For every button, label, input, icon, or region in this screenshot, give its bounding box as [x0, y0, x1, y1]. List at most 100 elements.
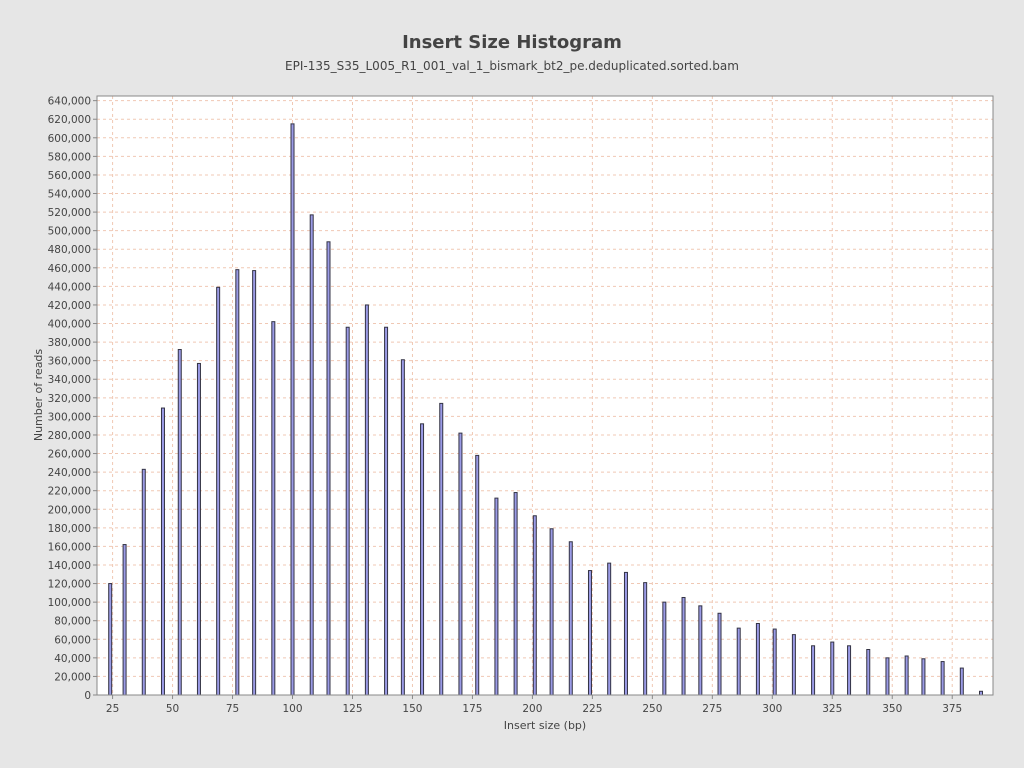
x-tick-label: 125	[342, 703, 362, 715]
y-tick-label: 240,000	[48, 467, 91, 479]
y-tick-label: 580,000	[48, 151, 91, 163]
histogram-bar	[755, 622, 760, 696]
histogram-bar	[345, 326, 350, 696]
histogram-bar	[904, 655, 909, 696]
histogram-bar	[513, 492, 518, 696]
x-tick-label: 150	[402, 703, 422, 715]
histogram-bar	[309, 214, 314, 696]
grid-lines	[97, 96, 993, 696]
y-tick-label: 620,000	[48, 114, 91, 126]
y-tick-label: 80,000	[54, 616, 91, 628]
y-tick-label: 280,000	[48, 430, 91, 442]
histogram-bar	[587, 570, 592, 696]
y-tick-label: 540,000	[48, 189, 91, 201]
histogram-bar	[458, 432, 463, 696]
histogram-bar	[326, 241, 331, 696]
histogram-bar	[122, 544, 127, 696]
x-tick-label: 25	[106, 703, 119, 715]
y-tick-label: 140,000	[48, 560, 91, 572]
y-tick-label: 420,000	[48, 300, 91, 312]
histogram-bar	[885, 657, 890, 696]
histogram-bar	[271, 321, 276, 696]
histogram-bar	[532, 515, 537, 696]
histogram-bar	[420, 423, 425, 696]
y-tick-label: 20,000	[54, 671, 91, 683]
x-tick-label: 375	[942, 703, 962, 715]
y-tick-label: 560,000	[48, 170, 91, 182]
histogram-bar	[830, 641, 835, 696]
y-tick-label: 0	[84, 690, 91, 702]
y-tick-label: 120,000	[48, 579, 91, 591]
y-tick-label: 360,000	[48, 356, 91, 368]
y-tick-label: 60,000	[54, 634, 91, 646]
y-tick-label: 460,000	[48, 263, 91, 275]
histogram-bar	[940, 661, 945, 696]
histogram-bar	[791, 634, 796, 696]
x-axis: 25 50 75 100 125 150 175 200 225 250 275 300 325 350 3…	[106, 695, 962, 715]
x-tick-label: 300	[762, 703, 782, 715]
y-tick-label: 640,000	[48, 96, 91, 108]
plot-area	[97, 96, 993, 695]
y-axis-label: Number of reads	[32, 349, 45, 442]
x-axis-label: Insert size (bp)	[504, 719, 586, 732]
y-axis: 0 20,000 40,000 60,000 80,000 100,000 120,000 1…	[48, 96, 97, 702]
histogram-bar	[643, 582, 648, 696]
x-tick-label: 250	[642, 703, 662, 715]
histogram-bar	[364, 304, 369, 696]
histogram-bar	[662, 601, 667, 696]
x-tick-label: 75	[226, 703, 239, 715]
bars	[108, 123, 984, 696]
y-tick-label: 300,000	[48, 411, 91, 423]
histogram-bar	[141, 468, 146, 696]
histogram-bar	[979, 690, 984, 696]
histogram-bar	[216, 286, 221, 696]
histogram-bar	[921, 658, 926, 696]
histogram-bar	[439, 402, 444, 696]
histogram-bar	[252, 270, 257, 696]
histogram-bar	[811, 645, 816, 696]
histogram-bar	[772, 628, 777, 696]
plot-frame	[96, 95, 994, 696]
histogram-bar	[384, 326, 389, 696]
y-tick-label: 520,000	[48, 207, 91, 219]
histogram-bar	[607, 562, 612, 696]
y-tick-label: 340,000	[48, 374, 91, 386]
y-tick-label: 100,000	[48, 597, 91, 609]
x-tick-label: 275	[702, 703, 722, 715]
y-tick-label: 40,000	[54, 653, 91, 665]
histogram-bar	[235, 269, 240, 696]
y-tick-label: 480,000	[48, 244, 91, 256]
histogram-bar	[400, 359, 405, 696]
x-tick-label: 175	[462, 703, 482, 715]
x-tick-label: 200	[522, 703, 542, 715]
x-tick-label: 225	[582, 703, 602, 715]
y-tick-label: 380,000	[48, 337, 91, 349]
histogram-bar	[959, 667, 964, 696]
y-tick-label: 440,000	[48, 281, 91, 293]
histogram-bar	[290, 123, 295, 696]
y-tick-label: 600,000	[48, 133, 91, 145]
histogram-bar	[177, 349, 182, 696]
x-tick-label: 100	[282, 703, 302, 715]
histogram-bar	[681, 596, 686, 696]
chart-title: Insert Size Histogram	[402, 32, 622, 53]
histogram-bar	[847, 645, 852, 696]
histogram-bar	[623, 571, 628, 696]
histogram-bar	[475, 454, 480, 696]
histogram-bar	[196, 362, 201, 696]
y-tick-label: 180,000	[48, 523, 91, 535]
y-tick-label: 400,000	[48, 319, 91, 331]
y-tick-label: 320,000	[48, 393, 91, 405]
x-tick-label: 50	[166, 703, 179, 715]
x-tick-label: 350	[882, 703, 902, 715]
y-tick-label: 200,000	[48, 504, 91, 516]
histogram-bar	[866, 648, 871, 696]
chart-subtitle: EPI-135_S35_L005_R1_001_val_1_bismark_bt…	[285, 59, 739, 73]
histogram-bar	[698, 605, 703, 696]
histogram-bar	[494, 497, 499, 696]
histogram-bar	[736, 627, 741, 696]
histogram-bar	[108, 583, 113, 696]
y-tick-label: 220,000	[48, 486, 91, 498]
x-tick-label: 325	[822, 703, 842, 715]
